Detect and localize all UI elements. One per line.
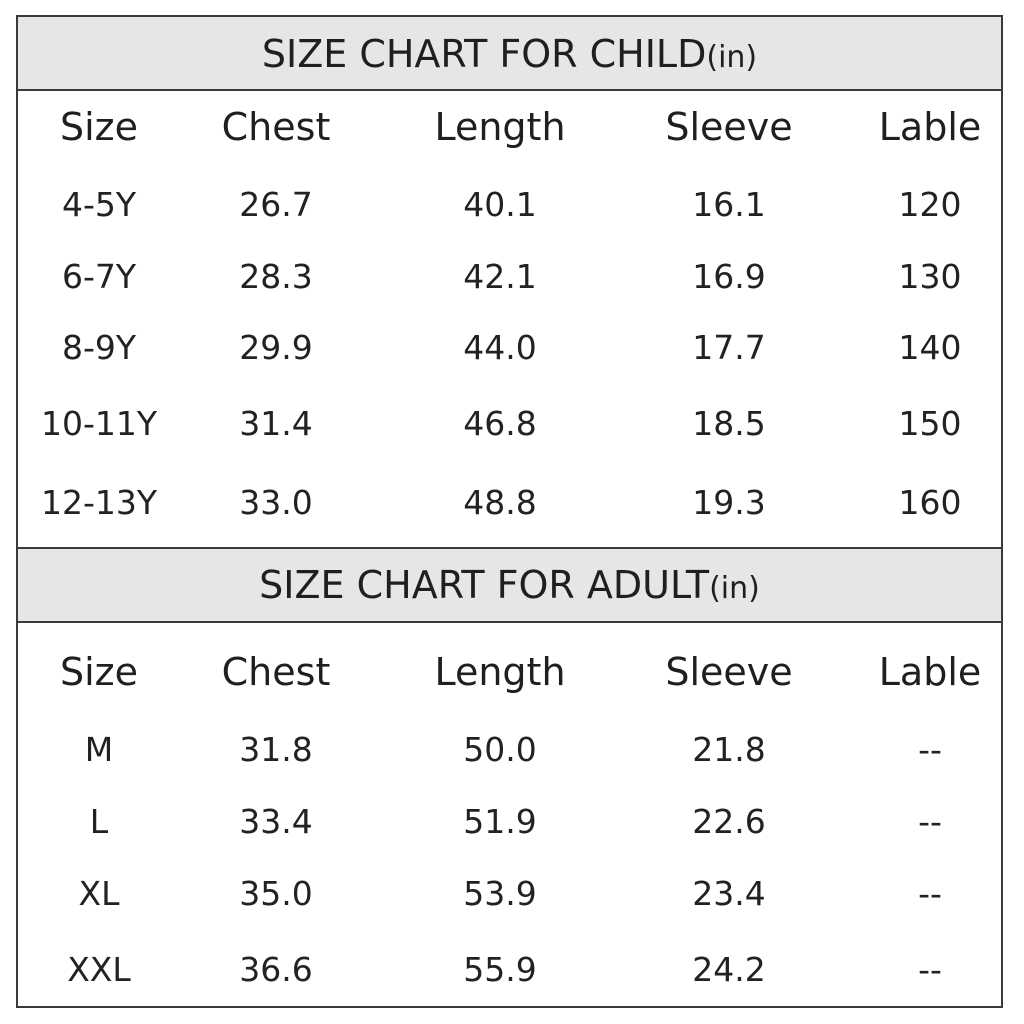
adult-header-chest: Chest xyxy=(221,650,331,694)
child-row-3-sleeve: 17.7 xyxy=(692,328,766,367)
child-row-4-sleeve: 18.5 xyxy=(692,404,766,443)
adult-row-1-lable: -- xyxy=(918,730,942,769)
child-row-3-length: 44.0 xyxy=(463,328,537,367)
adult-header-sleeve: Sleeve xyxy=(665,650,793,694)
child-row-3-lable: 140 xyxy=(898,328,962,367)
child-row-1-length: 40.1 xyxy=(463,185,537,224)
child-header-size: Size xyxy=(59,105,139,149)
adult-row-2-chest: 33.4 xyxy=(239,802,313,841)
adult-title-unit: (in) xyxy=(709,571,760,606)
adult-row-1-sleeve: 21.8 xyxy=(692,730,766,769)
child-row-4-length: 46.8 xyxy=(463,404,537,443)
adult-row-1-chest: 31.8 xyxy=(239,730,313,769)
child-row-4-lable: 150 xyxy=(898,404,962,443)
child-row-2-chest: 28.3 xyxy=(239,257,313,296)
adult-row-3-lable: -- xyxy=(918,874,942,913)
child-row-5-length: 48.8 xyxy=(463,483,537,522)
child-row-5-lable: 160 xyxy=(898,483,962,522)
child-row-1-chest: 26.7 xyxy=(239,185,313,224)
adult-row-4-size: XXL xyxy=(67,950,131,989)
child-row-3-size: 8-9Y xyxy=(61,328,137,367)
adult-row-2-sleeve: 22.6 xyxy=(692,802,766,841)
adult-row-4-sleeve: 24.2 xyxy=(692,950,766,989)
size-chart: SIZE CHART FOR CHILD(in) Size Chest Length… xyxy=(16,15,1003,1008)
adult-row-3-chest: 35.0 xyxy=(239,874,313,913)
adult-row-2-length: 51.9 xyxy=(463,802,537,841)
adult-title: SIZE CHART FOR ADULT xyxy=(259,563,710,607)
child-row-2-lable: 130 xyxy=(898,257,962,296)
adult-row-4-lable: -- xyxy=(918,950,942,989)
adult-row-2-size: L xyxy=(89,802,109,841)
child-title-bar: SIZE CHART FOR CHILD(in) xyxy=(18,17,1001,91)
child-title: SIZE CHART FOR CHILD xyxy=(261,32,707,76)
child-row-3-chest: 29.9 xyxy=(239,328,313,367)
adult-row-1-size: M xyxy=(84,730,114,769)
child-row-5-sleeve: 19.3 xyxy=(692,483,766,522)
adult-header-lable: Lable xyxy=(878,650,982,694)
child-title-unit: (in) xyxy=(706,40,758,75)
adult-row-3-size: XL xyxy=(78,874,120,913)
child-header-lable: Lable xyxy=(878,105,982,149)
adult-row-1-length: 50.0 xyxy=(463,730,537,769)
child-size-section: SIZE CHART FOR CHILD(in) Size Chest Length… xyxy=(18,17,1001,547)
child-row-4-chest: 31.4 xyxy=(239,404,313,443)
adult-row-3-sleeve: 23.4 xyxy=(692,874,766,913)
child-row-2-size: 6-7Y xyxy=(61,257,137,296)
adult-row-4-length: 55.9 xyxy=(463,950,537,989)
child-row-1-lable: 120 xyxy=(898,185,962,224)
child-row-5-chest: 33.0 xyxy=(239,483,313,522)
adult-row-3-length: 53.9 xyxy=(463,874,537,913)
child-row-4-size: 10-11Y xyxy=(40,404,158,443)
child-header-sleeve: Sleeve xyxy=(665,105,793,149)
child-header-length: Length xyxy=(434,105,566,149)
adult-header-length: Length xyxy=(434,650,566,694)
child-row-1-size: 4-5Y xyxy=(61,185,137,224)
child-row-1-sleeve: 16.1 xyxy=(692,185,766,224)
adult-header-size: Size xyxy=(59,650,139,694)
adult-row-2-lable: -- xyxy=(918,802,942,841)
adult-row-4-chest: 36.6 xyxy=(239,950,313,989)
child-row-2-length: 42.1 xyxy=(463,257,537,296)
child-row-2-sleeve: 16.9 xyxy=(692,257,766,296)
adult-size-section: SIZE CHART FOR ADULT(in) Size Chest Length… xyxy=(18,547,1001,1006)
child-row-5-size: 12-13Y xyxy=(40,483,158,522)
adult-title-bar: SIZE CHART FOR ADULT(in) xyxy=(18,547,1001,623)
child-header-chest: Chest xyxy=(221,105,331,149)
